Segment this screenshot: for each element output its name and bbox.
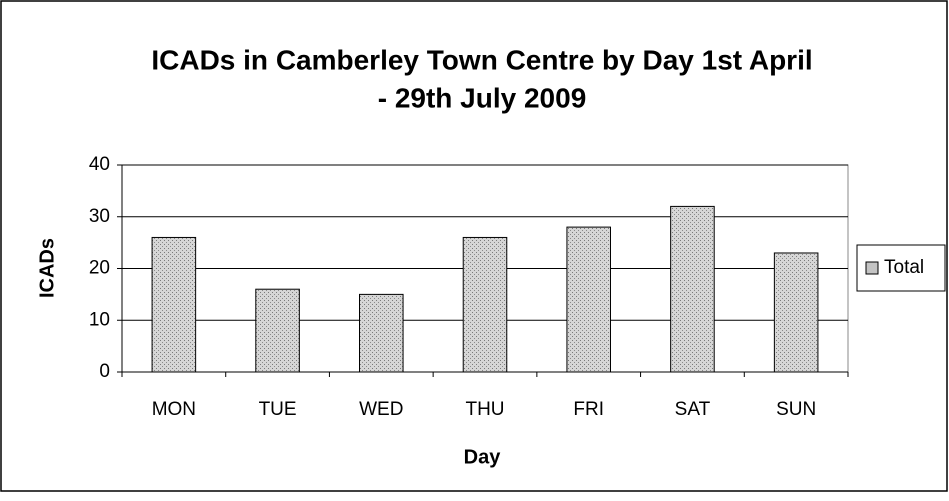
- bar: [462, 236, 508, 373]
- x-tick-label: SAT: [675, 399, 711, 420]
- y-tick-label: 40: [89, 154, 110, 175]
- y-tick-label: 0: [99, 361, 110, 382]
- bar: [566, 226, 611, 373]
- bar: [255, 288, 300, 373]
- x-tick-label: FRI: [573, 399, 604, 420]
- y-tick-label: 20: [89, 258, 110, 279]
- x-tick-label: SUN: [776, 399, 816, 420]
- y-tick-label: 10: [89, 309, 110, 330]
- chart-title: - 29th July 2009: [378, 82, 587, 113]
- legend-label: Total: [884, 257, 924, 278]
- bar: [670, 205, 715, 373]
- y-tick-label: 30: [89, 206, 110, 227]
- bar: [773, 252, 819, 373]
- x-tick-label: TUE: [259, 399, 297, 420]
- legend-swatch: [865, 261, 879, 275]
- bar: [359, 293, 404, 373]
- x-tick-label: MON: [152, 399, 196, 420]
- x-axis-label: Day: [464, 446, 502, 468]
- x-tick-label: THU: [465, 399, 504, 420]
- chart-title: ICADs in Camberley Town Centre by Day 1s…: [151, 44, 812, 75]
- y-axis-label: ICADs: [36, 238, 58, 298]
- bar: [151, 236, 197, 373]
- x-tick-label: WED: [359, 399, 403, 420]
